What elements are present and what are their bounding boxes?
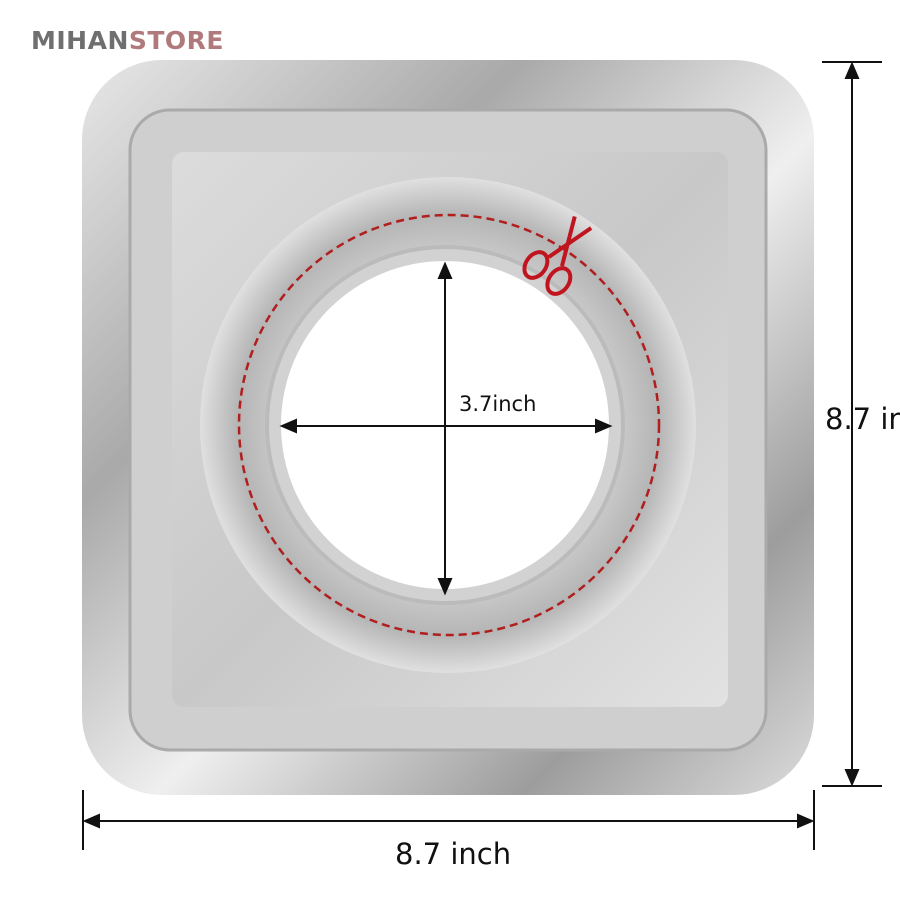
- width-label: 8.7 inch: [395, 837, 511, 871]
- logo-part-mihan: MIHAN: [31, 26, 129, 55]
- inner-diameter-label: 3.7inch: [459, 392, 536, 416]
- brand-logo: MIHANSTORE: [31, 26, 224, 55]
- scissors-icon: [522, 215, 593, 296]
- cut-line: [237, 213, 661, 637]
- logo-part-store: STORE: [128, 26, 225, 55]
- height-label: 8.7 inch: [825, 402, 900, 436]
